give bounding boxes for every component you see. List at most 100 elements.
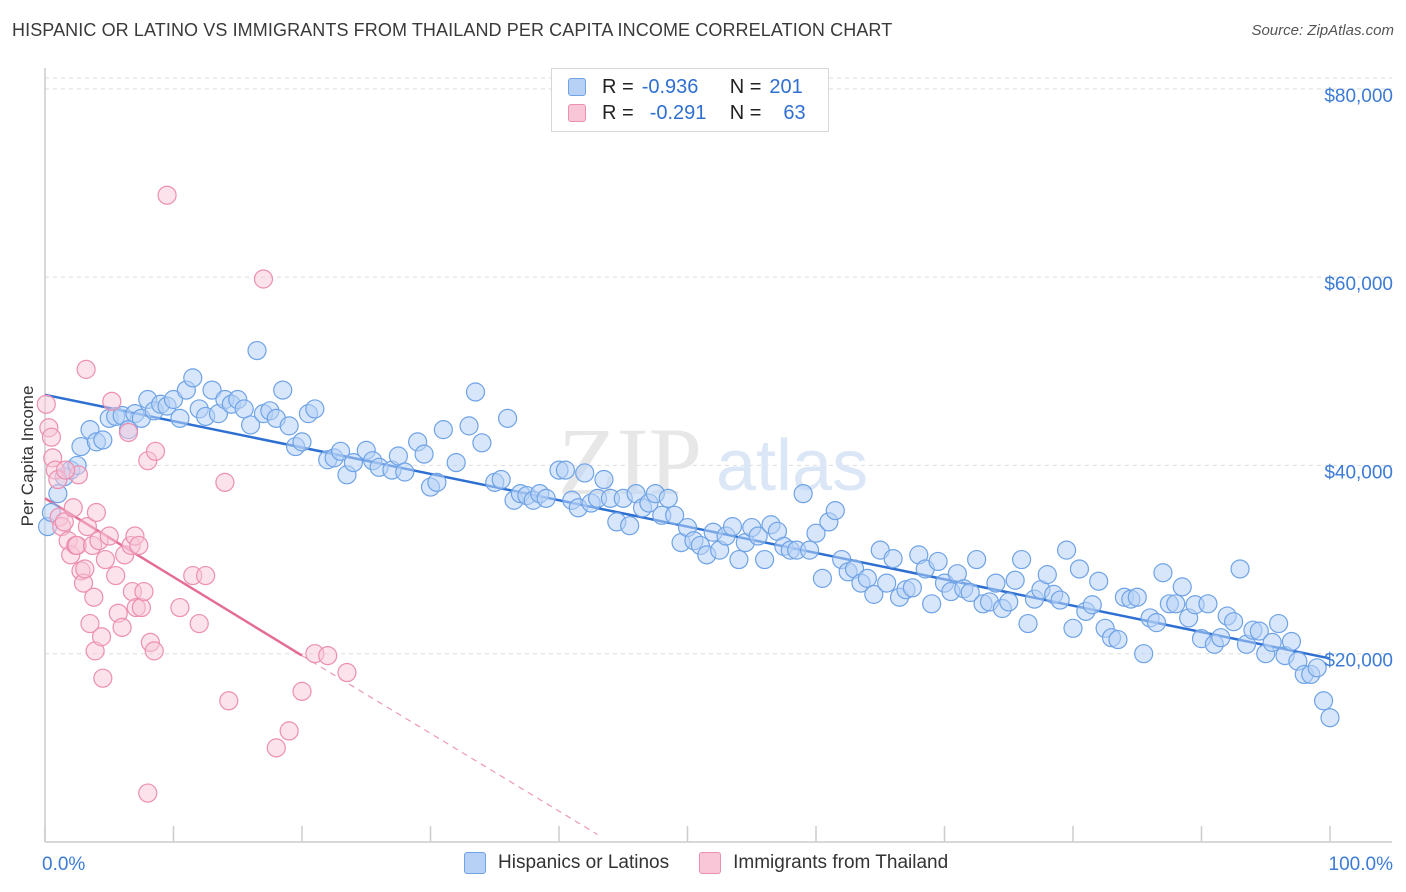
point-thailand bbox=[36, 394, 56, 414]
point-hispanic bbox=[498, 408, 518, 428]
point-hispanic bbox=[754, 549, 775, 570]
point-thailand bbox=[138, 783, 158, 803]
point-hispanic bbox=[1134, 644, 1154, 664]
legend-item-thailand[interactable]: Immigrants from Thailand bbox=[699, 852, 948, 874]
point-thailand bbox=[266, 738, 286, 758]
point-thailand bbox=[129, 535, 149, 556]
point-hispanic bbox=[722, 517, 743, 537]
point-hispanic bbox=[1211, 628, 1231, 648]
point-hispanic bbox=[414, 444, 434, 464]
point-thailand bbox=[292, 681, 312, 701]
point-thailand bbox=[76, 359, 96, 379]
x-tick-label: 0.0% bbox=[42, 854, 85, 875]
point-hispanic bbox=[1224, 612, 1244, 632]
point-hispanic bbox=[1082, 595, 1102, 615]
legend-label-thailand: Immigrants from Thailand bbox=[733, 852, 949, 873]
point-hispanic bbox=[491, 469, 511, 490]
point-hispanic bbox=[446, 452, 466, 473]
stats-legend-box: R = -0.936 N = 201 R = -0.291 N = 63 bbox=[551, 68, 829, 132]
point-hispanic bbox=[748, 526, 768, 546]
point-thailand bbox=[54, 512, 74, 532]
point-hispanic bbox=[465, 382, 486, 402]
point-hispanic bbox=[1153, 563, 1173, 583]
point-hispanic bbox=[1307, 658, 1327, 678]
point-hispanic bbox=[594, 469, 614, 490]
data-points bbox=[36, 185, 1340, 803]
point-hispanic bbox=[93, 430, 113, 450]
point-hispanic bbox=[1313, 691, 1334, 711]
point-thailand bbox=[196, 565, 216, 586]
point-hispanic bbox=[305, 399, 325, 419]
point-hispanic bbox=[395, 462, 415, 482]
point-hispanic bbox=[330, 441, 351, 461]
point-hispanic bbox=[806, 523, 826, 543]
point-thailand bbox=[318, 645, 338, 666]
point-hispanic bbox=[825, 501, 845, 521]
point-thailand bbox=[134, 581, 154, 602]
point-hispanic bbox=[1230, 559, 1250, 579]
point-hispanic bbox=[928, 551, 948, 572]
hispanic-swatch bbox=[568, 78, 586, 96]
point-hispanic bbox=[986, 573, 1006, 593]
point-hispanic bbox=[1069, 559, 1090, 579]
legend-item-hispanic[interactable]: Hispanics or Latinos bbox=[464, 852, 669, 874]
point-hispanic bbox=[1166, 594, 1186, 614]
legend-swatch-hispanic bbox=[464, 852, 486, 874]
point-thailand bbox=[84, 587, 104, 607]
r-value: -0.936 bbox=[641, 75, 699, 98]
point-hispanic bbox=[170, 408, 190, 428]
point-hispanic bbox=[555, 460, 576, 480]
point-hispanic bbox=[1262, 632, 1282, 653]
point-hispanic bbox=[812, 568, 833, 588]
point-hispanic bbox=[1320, 708, 1340, 728]
point-hispanic bbox=[234, 399, 254, 419]
point-hispanic bbox=[292, 432, 312, 452]
point-hispanic bbox=[1005, 570, 1025, 590]
watermark-atlas: atlas bbox=[716, 426, 868, 506]
y-axis-label: Per Capita Income bbox=[18, 386, 37, 527]
point-thailand bbox=[75, 559, 95, 579]
point-thailand bbox=[77, 517, 98, 537]
point-hispanic bbox=[1172, 577, 1192, 597]
point-hispanic bbox=[1089, 571, 1109, 591]
n-value: 63 bbox=[783, 101, 806, 124]
point-hispanic bbox=[1050, 590, 1070, 610]
point-hispanic bbox=[1063, 618, 1083, 638]
legend-swatch-thailand bbox=[699, 852, 722, 874]
stats-row-hispanic: R = -0.936 N = 201 bbox=[568, 74, 803, 100]
x-tick-label: 100.0% bbox=[1329, 854, 1394, 875]
point-thailand bbox=[106, 565, 126, 586]
point-thailand bbox=[145, 441, 166, 461]
point-hispanic bbox=[343, 452, 363, 473]
point-hispanic bbox=[883, 549, 903, 569]
n-label: N = bbox=[729, 75, 762, 98]
point-hispanic bbox=[999, 592, 1019, 612]
point-hispanic bbox=[163, 389, 184, 410]
r-value: -0.291 bbox=[649, 101, 707, 124]
point-thailand bbox=[91, 627, 112, 647]
point-hispanic bbox=[433, 420, 453, 440]
gridlines bbox=[45, 77, 1392, 655]
point-thailand bbox=[63, 498, 83, 518]
point-thailand bbox=[80, 613, 100, 634]
y-tick-labels: $20,000 $40,000 $60,000 $80,000 bbox=[1324, 86, 1393, 672]
point-hispanic bbox=[241, 415, 261, 435]
point-hispanic bbox=[793, 484, 813, 504]
point-hispanic bbox=[877, 573, 897, 593]
y-tick-label: $20,000 bbox=[1324, 651, 1393, 672]
point-hispanic bbox=[1108, 629, 1128, 650]
point-hispanic bbox=[247, 340, 267, 361]
point-hispanic bbox=[1146, 613, 1167, 633]
point-thailand bbox=[95, 549, 115, 570]
point-hispanic bbox=[967, 549, 987, 570]
point-hispanic bbox=[1018, 613, 1038, 634]
point-thailand bbox=[86, 502, 107, 523]
n-label: N = bbox=[729, 101, 762, 124]
point-hispanic bbox=[279, 416, 299, 436]
point-hispanic bbox=[472, 433, 492, 453]
point-hispanic bbox=[902, 578, 922, 598]
point-thailand bbox=[131, 597, 151, 618]
point-hispanic bbox=[1037, 565, 1057, 585]
point-hispanic bbox=[1268, 613, 1289, 634]
